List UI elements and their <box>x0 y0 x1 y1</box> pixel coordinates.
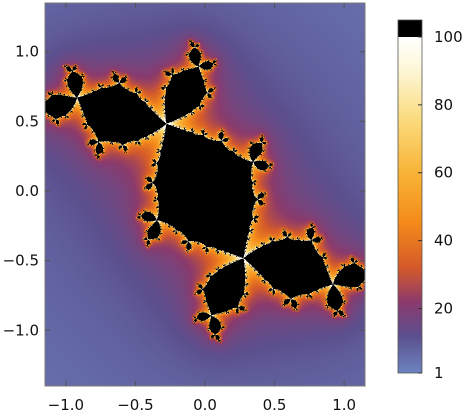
x-tick-label: −1.0 <box>48 396 84 414</box>
colorbar-tick-label: 60 <box>434 164 453 182</box>
colorbar: 1 20 40 60 80 100 <box>397 19 463 382</box>
x-tick-label: 0.5 <box>263 396 287 414</box>
heatmap-image <box>45 3 365 386</box>
colorbar-tick-label: 80 <box>434 96 453 114</box>
colorbar-axis: 1 20 40 60 80 100 <box>418 28 463 382</box>
y-tick-label: 0.5 <box>15 112 39 130</box>
colorbar-tick-label: 40 <box>434 232 453 250</box>
x-tick-label: 0.0 <box>193 396 217 414</box>
y-tick-label: 1.0 <box>15 43 39 61</box>
y-tick-label: −0.5 <box>3 252 39 270</box>
x-tick-label: −0.5 <box>117 396 153 414</box>
x-axis: −1.0 −0.5 0.0 0.5 1.0 <box>48 3 356 414</box>
y-tick-label: −1.0 <box>3 321 39 339</box>
colorbar-tick-label: 20 <box>434 300 453 318</box>
y-tick-label: 0.0 <box>15 182 39 200</box>
y-axis: −1.0 −0.5 0.0 0.5 1.0 <box>3 43 365 339</box>
x-tick-label: 1.0 <box>332 396 356 414</box>
colorbar-frame <box>397 19 423 374</box>
colorbar-tick-label: 1 <box>434 364 444 382</box>
colorbar-ramp <box>398 20 422 373</box>
plot-area <box>44 2 366 387</box>
colorbar-tick-label: 100 <box>434 28 463 46</box>
